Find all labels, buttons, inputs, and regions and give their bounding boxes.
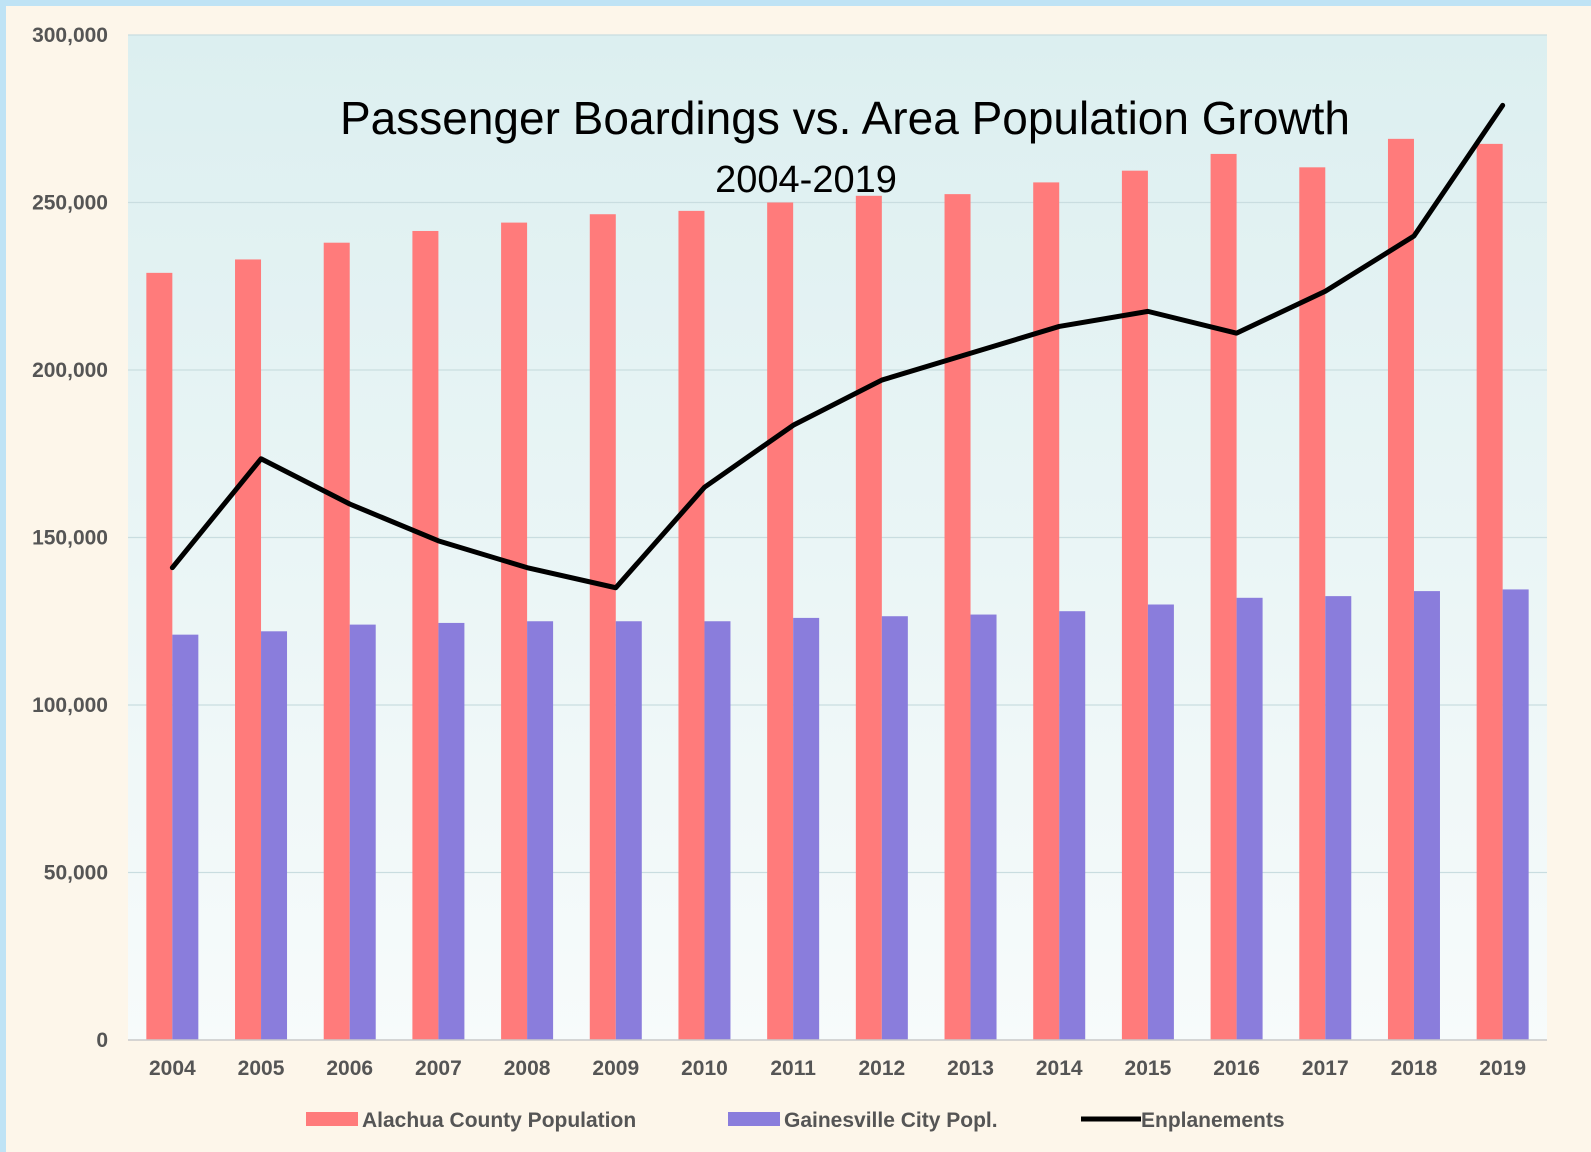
- bar-alachua-2008: [501, 222, 528, 1041]
- line-enplanements: [169, 102, 1506, 591]
- y-tick-label: 300,000: [32, 24, 108, 47]
- bar-alachua-2004: [146, 272, 173, 1041]
- x-tick-label: 2005: [238, 1057, 285, 1080]
- legend-swatch: [306, 1112, 358, 1126]
- x-tick-label: 2007: [415, 1057, 462, 1080]
- bar-gainesville-2006: [349, 624, 376, 1040]
- x-tick-label: 2006: [326, 1057, 373, 1080]
- x-tick-label: 2014: [1036, 1057, 1083, 1080]
- chart-title: Passenger Boardings vs. Area Population …: [340, 92, 1350, 144]
- legend-swatch: [728, 1112, 780, 1126]
- y-tick-label: 0: [96, 1029, 108, 1052]
- x-tick-label: 2019: [1479, 1057, 1526, 1080]
- bar-gainesville-2015: [1147, 604, 1174, 1040]
- line-series: [169, 102, 1506, 591]
- x-tick-label: 2009: [592, 1057, 639, 1080]
- bar-alachua-2011: [767, 202, 794, 1040]
- bar-alachua-2014: [1033, 182, 1060, 1040]
- bar-gainesville-2014: [1059, 611, 1086, 1040]
- legend-label: Gainesville City Popl.: [784, 1109, 998, 1132]
- x-tick-label: 2011: [770, 1057, 816, 1080]
- bar-alachua-2013: [944, 194, 971, 1040]
- x-tick-label: 2015: [1125, 1057, 1172, 1080]
- bar-alachua-2010: [678, 210, 705, 1040]
- x-tick-label: 2017: [1302, 1057, 1349, 1080]
- bar-gainesville-2008: [527, 621, 554, 1040]
- bar-alachua-2018: [1387, 138, 1414, 1041]
- bar-alachua-2006: [323, 242, 350, 1040]
- bar-gainesville-2007: [438, 622, 465, 1040]
- bar-gainesville-2005: [261, 631, 288, 1040]
- bar-alachua-2019: [1476, 143, 1503, 1040]
- bar-gainesville-2012: [881, 616, 908, 1040]
- y-tick-label: 50,000: [44, 862, 108, 885]
- bar-alachua-2005: [235, 259, 262, 1040]
- bar-alachua-2015: [1121, 170, 1148, 1041]
- y-axis-tick-labels: 0 50,000 100,000 150,000 200,000 250,000 300,0…: [32, 24, 108, 1052]
- bar-gainesville-2018: [1413, 591, 1440, 1040]
- x-tick-label: 2008: [504, 1057, 551, 1080]
- x-tick-label: 2004: [149, 1057, 196, 1080]
- y-tick-label: 200,000: [32, 359, 108, 382]
- bar-gainesville-2004: [172, 634, 199, 1040]
- bar-alachua-2007: [412, 230, 439, 1041]
- bar-gainesville-2017: [1325, 596, 1352, 1040]
- y-tick-label: 150,000: [32, 527, 108, 550]
- legend-label: Alachua County Population: [362, 1109, 636, 1132]
- bar-gainesville-2013: [970, 614, 997, 1040]
- x-tick-label: 2013: [947, 1057, 994, 1080]
- bar-gainesville-2010: [704, 621, 731, 1040]
- x-tick-label: 2012: [858, 1057, 905, 1080]
- bar-gainesville-2019: [1502, 589, 1529, 1040]
- y-tick-label: 100,000: [32, 694, 108, 717]
- x-tick-label: 2018: [1391, 1057, 1438, 1080]
- bar-alachua-2009: [589, 214, 616, 1041]
- bar-alachua-2016: [1210, 153, 1237, 1041]
- bar-gainesville-2016: [1236, 597, 1263, 1040]
- x-tick-label: 2016: [1213, 1057, 1260, 1080]
- bar-alachua-2017: [1299, 167, 1326, 1040]
- y-tick-label: 250,000: [32, 192, 108, 215]
- chart-subtitle: 2004-2019: [715, 159, 897, 201]
- bar-gainesville-2009: [615, 621, 642, 1040]
- legend-label: Enplanements: [1141, 1109, 1285, 1132]
- x-axis-tick-labels: 2004 2005 2006 2007 2008 2009 2010 2011 2012 2013…: [149, 1057, 1526, 1080]
- bar-alachua-2012: [855, 195, 882, 1041]
- x-tick-label: 2010: [681, 1057, 728, 1080]
- legend: Alachua County Population Gainesville Cit…: [306, 1109, 1285, 1132]
- bar-gainesville-2011: [793, 617, 820, 1040]
